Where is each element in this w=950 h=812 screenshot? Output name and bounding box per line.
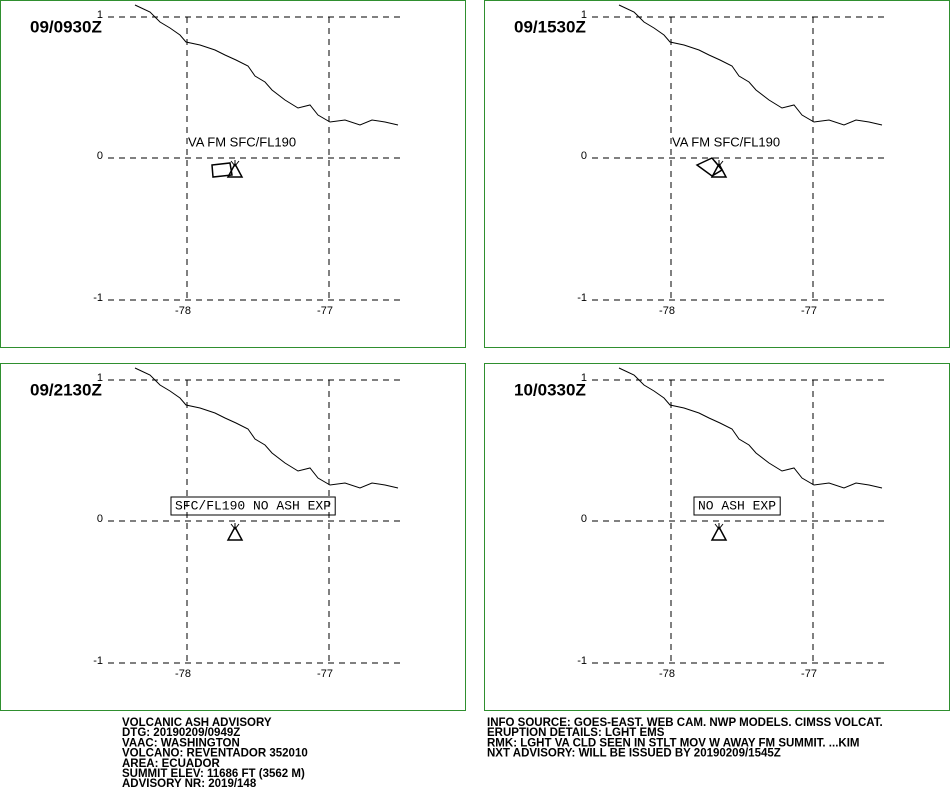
lat-label: 1 — [97, 372, 103, 384]
valid-time: 09/1530Z — [514, 17, 586, 36]
volcano-plume — [230, 160, 240, 167]
volcano-symbol — [710, 162, 728, 178]
volcano-plume — [714, 160, 724, 167]
footer-line: VOLCANIC ASH ADVISORY — [122, 717, 272, 729]
valid-time: 09/0930Z — [30, 17, 102, 36]
lat-label: 1 — [97, 9, 103, 21]
valid-time: 09/2130Z — [30, 380, 102, 399]
lat-label: -1 — [577, 655, 587, 667]
footer-line: ERUPTION DETAILS: LGHT EMS — [487, 727, 665, 739]
footer-line: SUMMIT ELEV: 11686 FT (3562 M) — [122, 768, 305, 780]
lat-label: 1 — [581, 372, 587, 384]
footer-line: AREA: ECUADOR — [122, 758, 220, 770]
lat-label: -1 — [577, 292, 587, 304]
footer-line: INFO SOURCE: GOES-EAST. WEB CAM. NWP MOD… — [487, 717, 883, 729]
lon-label: -77 — [317, 668, 333, 680]
footer-line: VOLCANO: REVENTADOR 352010 — [122, 748, 308, 760]
footer-line: RMK: LGHT VA CLD SEEN IN STLT MOV W AWAY… — [487, 737, 859, 749]
volcano-symbol — [710, 525, 728, 541]
lon-label: -78 — [659, 305, 675, 317]
map-panel: 1 0 -1 -78 -77 09/2130Z SFC/FL190 NO ASH EXP — [0, 363, 466, 711]
panel-frame — [484, 0, 950, 348]
forecast-label: VA FM SFC/FL190 — [188, 134, 296, 149]
footer-line: DTG: 20190209/0949Z — [122, 727, 240, 739]
panel-frame — [0, 0, 466, 348]
coastline — [618, 367, 883, 489]
lon-label: -78 — [175, 305, 191, 317]
lat-label: -1 — [93, 292, 103, 304]
map-panel: 1 0 -1 -78 -77 10/0330Z NO ASH EXP — [484, 363, 950, 711]
lat-label: 1 — [581, 9, 587, 21]
lat-label: 0 — [581, 513, 587, 525]
panel-frame — [0, 363, 466, 711]
panel-frame — [484, 363, 950, 711]
ash-area — [695, 157, 724, 177]
coastline — [618, 4, 883, 126]
lon-label: -77 — [801, 305, 817, 317]
volcano-plume — [230, 523, 240, 530]
valid-time: 10/0330Z — [514, 380, 586, 399]
footer-line: VAAC: WASHINGTON — [122, 737, 240, 749]
lon-label: -77 — [317, 305, 333, 317]
coastline — [134, 4, 399, 126]
footer-line: NXT ADVISORY: WILL BE ISSUED BY 20190209… — [487, 748, 781, 760]
forecast-label: SFC/FL190 NO ASH EXP — [175, 498, 331, 513]
map-panel: 1 0 -1 -78 -77 09/1530Z VA FM SFC/FL190 — [484, 0, 950, 348]
map-panel: 1 0 -1 -78 -77 09/0930Z VA FM SFC/FL190 — [0, 0, 466, 348]
coastline — [134, 367, 399, 489]
volcano-plume — [714, 523, 724, 530]
label-box — [693, 496, 781, 516]
ash-area — [211, 162, 233, 178]
forecast-label: VA FM SFC/FL190 — [672, 134, 780, 149]
lat-label: 0 — [581, 150, 587, 162]
lat-label: -1 — [93, 655, 103, 667]
footer-line: ADVISORY NR: 2019/148 — [122, 778, 257, 790]
lon-label: -78 — [175, 668, 191, 680]
label-box — [170, 496, 336, 516]
lat-label: 0 — [97, 513, 103, 525]
volcano-symbol — [226, 162, 244, 178]
lat-label: 0 — [97, 150, 103, 162]
forecast-label: NO ASH EXP — [698, 498, 776, 513]
volcano-symbol — [226, 525, 244, 541]
lon-label: -77 — [801, 668, 817, 680]
lon-label: -78 — [659, 668, 675, 680]
